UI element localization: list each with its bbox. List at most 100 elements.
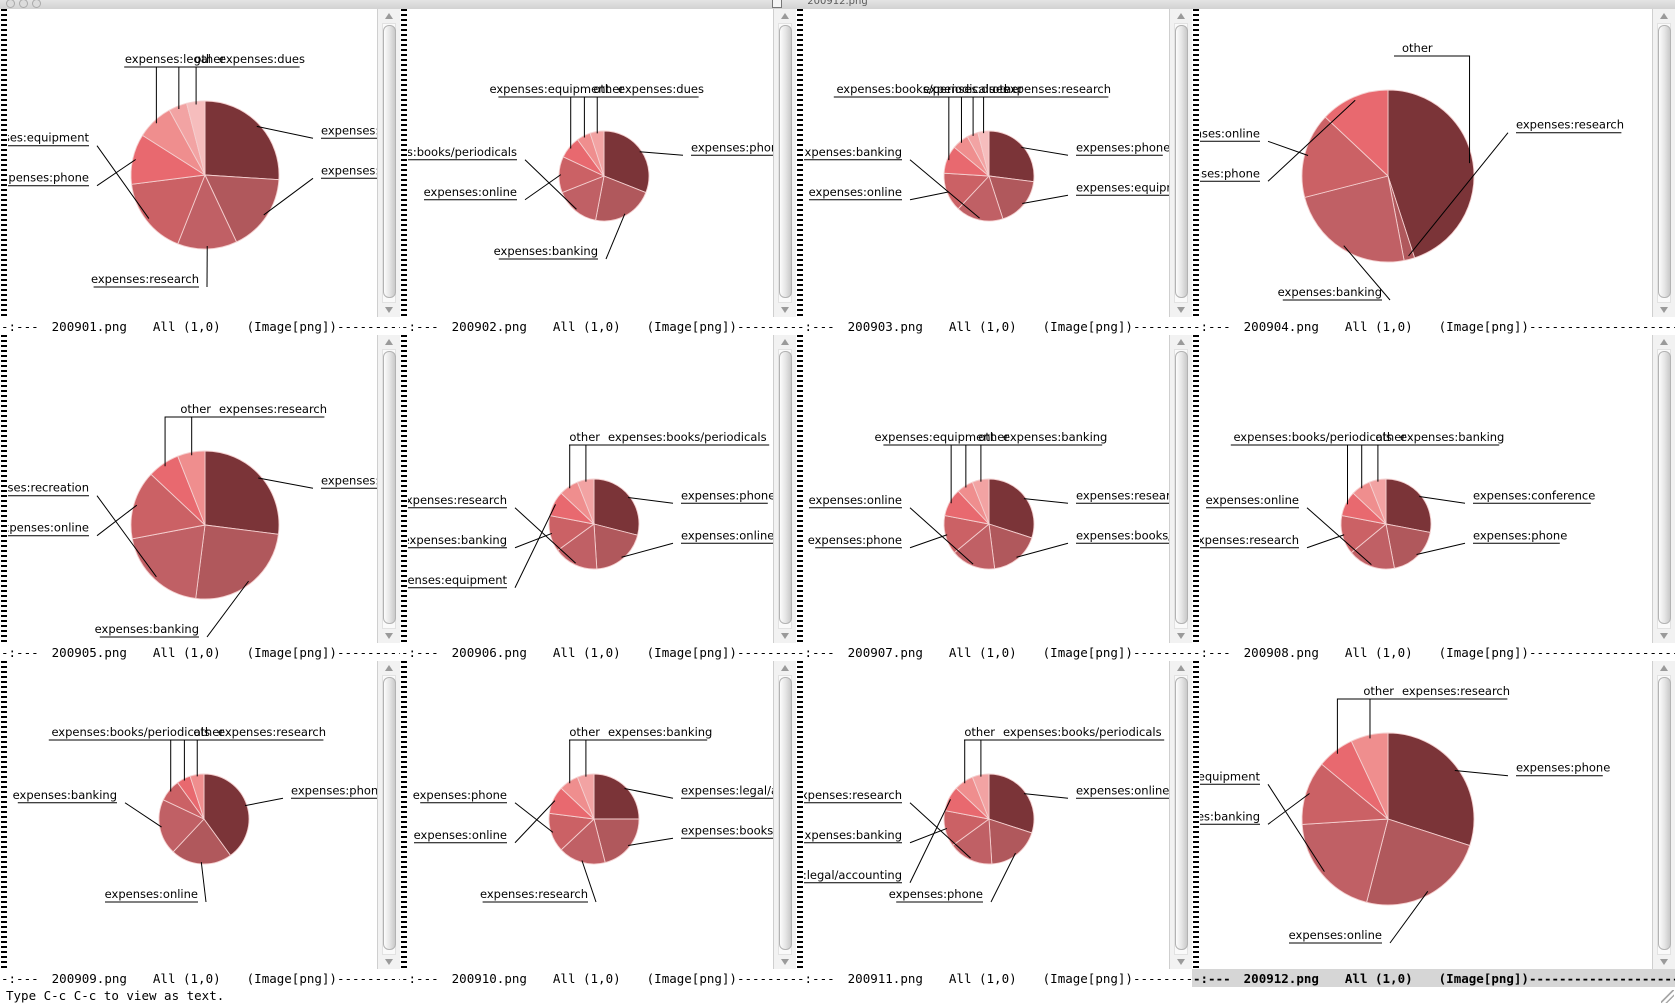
emacs-window-200906[interactable]: expenses:phone expenses:online expenses:re… [400,335,796,661]
image-viewport[interactable]: expenses:conference expenses:phone expense… [1200,335,1653,643]
emacs-window-200911[interactable]: expenses:online expenses:phone expenses:re… [796,661,1192,987]
scroll-up-arrow-icon[interactable] [781,13,789,19]
mode-line[interactable]: -:--- 200907.png All (1,0) (Image[png]) ----… [796,643,1192,661]
mode-line[interactable]: -:--- 200906.png All (1,0) (Image[png]) ----… [400,643,796,661]
vertical-scrollbar[interactable] [377,9,400,317]
close-icon[interactable] [6,0,15,8]
mode-line[interactable]: -:--- 200902.png All (1,0) (Image[png]) ----… [400,317,796,335]
vertical-scrollbar[interactable] [377,335,400,643]
scroll-down-arrow-icon[interactable] [781,633,789,639]
window-control-buttons[interactable] [6,0,41,8]
mode-line[interactable]: -:--- 200912.png All (1,0) (Image[png]) ----… [1192,969,1675,987]
scroll-up-arrow-icon[interactable] [1177,339,1185,345]
mode-line[interactable]: -:--- 200910.png All (1,0) (Image[png]) ----… [400,969,796,987]
mode-line[interactable]: -:--- 200905.png All (1,0) (Image[png]) ----… [0,643,400,661]
scroll-down-arrow-icon[interactable] [1660,307,1668,313]
scrollbar-thumb[interactable] [1658,351,1671,625]
vertical-scrollbar[interactable] [1652,9,1675,317]
pie-slice-label: other [194,52,225,66]
vertical-scrollbar[interactable] [1652,661,1675,969]
emacs-window-200904[interactable]: other expenses:research expenses:banking ex… [1192,9,1675,335]
mode-line-position: -:--- [1,318,39,334]
emacs-window-200907[interactable]: expenses:research expenses:books/periodic… [796,335,1192,661]
scroll-down-arrow-icon[interactable] [385,959,393,965]
image-viewport[interactable]: expenses:research expenses:books/periodic… [804,335,1170,643]
scroll-up-arrow-icon[interactable] [781,665,789,671]
scrollbar-thumb[interactable] [1175,677,1188,951]
scrollbar-thumb[interactable] [383,677,396,951]
mode-line[interactable]: -:--- 200908.png All (1,0) (Image[png]) ----… [1192,643,1675,661]
vertical-scrollbar[interactable] [1169,9,1192,317]
emacs-window-200901[interactable]: expenses:banking expenses:online expenses:… [0,9,400,335]
emacs-window-200912[interactable]: expenses:phone expenses:online expenses:eq… [1192,661,1675,987]
vertical-scrollbar[interactable] [773,335,796,643]
emacs-window-200910[interactable]: expenses:legal/accounting expenses:books/… [400,661,796,987]
scroll-down-arrow-icon[interactable] [1177,307,1185,313]
scrollbar-thumb[interactable] [779,351,792,625]
scrollbar-thumb[interactable] [1658,677,1671,951]
maximize-icon[interactable] [32,0,41,8]
vertical-scrollbar[interactable] [1652,335,1675,643]
emacs-window-200905[interactable]: expenses:phone expenses:banking expenses:r… [0,335,400,661]
scroll-up-arrow-icon[interactable] [385,339,393,345]
resize-grip[interactable] [1661,990,1674,1003]
scroll-up-arrow-icon[interactable] [1660,665,1668,671]
scroll-up-arrow-icon[interactable] [385,665,393,671]
scroll-down-arrow-icon[interactable] [385,633,393,639]
image-viewport[interactable]: expenses:phone expenses:online expenses:re… [408,335,774,643]
scroll-up-arrow-icon[interactable] [1177,13,1185,19]
scrollbar-thumb[interactable] [1175,351,1188,625]
pie-slice-label: expenses:books/periodicals [608,430,767,444]
image-viewport[interactable]: expenses:legal/accounting expenses:books/… [408,661,774,969]
scroll-down-arrow-icon[interactable] [781,307,789,313]
image-viewport[interactable]: expenses:phone expenses:online expenses:ba… [8,661,378,969]
mode-line-position: -:--- [797,970,835,986]
pie-slice-label: expenses:online [414,828,507,842]
scrollbar-thumb[interactable] [779,25,792,299]
scrollbar-thumb[interactable] [1175,25,1188,299]
mode-line-major-mode: (Image[png]) [1042,644,1133,660]
scroll-up-arrow-icon[interactable] [1660,13,1668,19]
scrollbar-thumb[interactable] [779,677,792,951]
mode-line[interactable]: -:--- 200909.png All (1,0) (Image[png]) ----… [0,969,400,987]
window-title: 200912.png [807,0,868,7]
scrollbar-thumb[interactable] [383,25,396,299]
vertical-scrollbar[interactable] [377,661,400,969]
scrollbar-thumb[interactable] [383,351,396,625]
vertical-scrollbar[interactable] [773,9,796,317]
image-viewport[interactable]: expenses:banking expenses:online expenses:… [8,9,378,317]
scroll-up-arrow-icon[interactable] [385,13,393,19]
scroll-up-arrow-icon[interactable] [1660,339,1668,345]
mode-line[interactable]: -:--- 200903.png All (1,0) (Image[png]) ----… [796,317,1192,335]
pie-slice-label: other [593,82,624,96]
minimize-icon[interactable] [19,0,28,8]
mode-line[interactable]: -:--- 200911.png All (1,0) (Image[png]) ----… [796,969,1192,987]
image-viewport[interactable]: expenses:phone expenses:banking expenses:b… [408,9,774,317]
mode-line-major-mode: (Image[png]) [646,318,737,334]
emacs-window-200903[interactable]: expenses:phone expenses:equipment expenses… [796,9,1192,335]
mode-line[interactable]: -:--- 200904.png All (1,0) (Image[png]) ----… [1192,317,1675,335]
image-viewport[interactable]: other expenses:research expenses:banking ex… [1200,9,1653,317]
emacs-window-200908[interactable]: expenses:conference expenses:phone expense… [1192,335,1675,661]
vertical-scrollbar[interactable] [1169,335,1192,643]
scroll-down-arrow-icon[interactable] [1177,959,1185,965]
image-viewport[interactable]: expenses:phone expenses:equipment expenses… [804,9,1170,317]
image-viewport[interactable]: expenses:phone expenses:online expenses:eq… [1200,661,1653,969]
image-viewport[interactable]: expenses:phone expenses:banking expenses:r… [8,335,378,643]
scroll-down-arrow-icon[interactable] [1660,633,1668,639]
pie-slice-label: expenses:research [91,272,199,286]
emacs-window-200909[interactable]: expenses:phone expenses:online expenses:ba… [0,661,400,987]
scroll-down-arrow-icon[interactable] [1660,959,1668,965]
left-fringe [796,661,804,969]
scroll-up-arrow-icon[interactable] [781,339,789,345]
scroll-down-arrow-icon[interactable] [385,307,393,313]
scroll-down-arrow-icon[interactable] [1177,633,1185,639]
scroll-up-arrow-icon[interactable] [1177,665,1185,671]
scroll-down-arrow-icon[interactable] [781,959,789,965]
emacs-window-200902[interactable]: expenses:phone expenses:banking expenses:b… [400,9,796,335]
mode-line[interactable]: -:--- 200901.png All (1,0) (Image[png]) ----… [0,317,400,335]
scrollbar-thumb[interactable] [1658,25,1671,299]
image-viewport[interactable]: expenses:online expenses:phone expenses:re… [804,661,1170,969]
vertical-scrollbar[interactable] [1169,661,1192,969]
vertical-scrollbar[interactable] [773,661,796,969]
